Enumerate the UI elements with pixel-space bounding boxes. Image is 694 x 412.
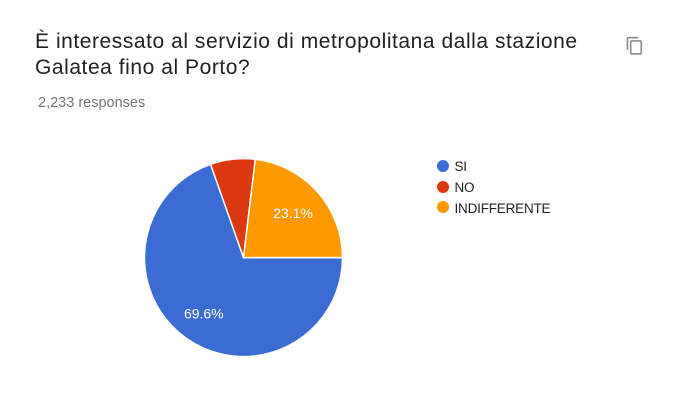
svg-text:69.6%: 69.6% bbox=[184, 306, 224, 322]
svg-text:23.1%: 23.1% bbox=[273, 205, 313, 221]
